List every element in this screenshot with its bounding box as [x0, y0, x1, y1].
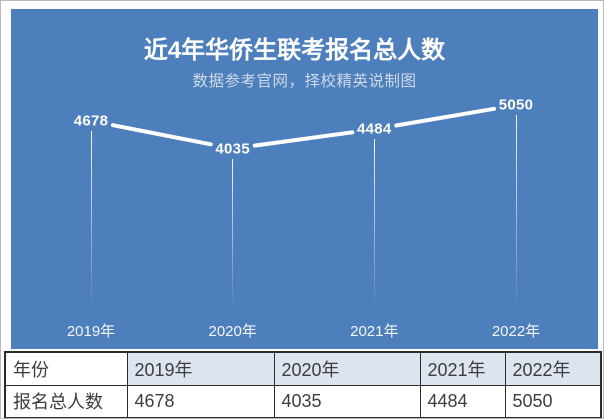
- x-axis-label: 2019年: [66, 323, 116, 340]
- table-cell-2019-value: 4678: [126, 384, 275, 418]
- data-label: 4035: [215, 140, 250, 158]
- data-label: 4678: [73, 112, 109, 130]
- table-header-cell-2022: 2022年: [504, 351, 602, 386]
- chart-area: 近4年华侨生联考报名总人数 数据参考官网，择校精英说制图 4678 2019年 40…: [11, 9, 598, 349]
- table-cell-2022-value: 5050: [504, 384, 602, 418]
- table-header-cell-2021: 2021年: [419, 351, 506, 386]
- table-cell-series-name: 报名总人数: [4, 384, 128, 418]
- x-axis-label: 2020年: [208, 323, 257, 340]
- table-header-cell-label: 年份: [4, 351, 128, 386]
- table-cell-2020-value: 4035: [273, 384, 421, 418]
- table-header-row: 年份 2019年 2020年 2021年 2022年: [4, 351, 602, 386]
- line-segment: [252, 130, 355, 148]
- chart-subtitle: 数据参考官网，择校精英说制图: [192, 73, 417, 90]
- table-header-cell-2020: 2020年: [273, 351, 421, 386]
- drop-line: [515, 115, 517, 303]
- data-table: 年份 2019年 2020年 2021年 2022年 报名总人数 4678 40…: [4, 351, 602, 418]
- plot-layer: 4678 2019年 4035 2020年 4484 2021年 5050 2022年: [11, 9, 598, 349]
- table-header-cell-2019: 2019年: [126, 351, 275, 386]
- chart-title: 近4年华侨生联考报名总人数: [143, 37, 446, 64]
- x-axis-label: 2021年: [350, 323, 399, 340]
- drop-line: [90, 130, 92, 303]
- x-axis-label: 2022年: [491, 323, 541, 340]
- drop-line: [373, 139, 375, 303]
- line-segment: [111, 123, 213, 147]
- table-data-row: 报名总人数 4678 4035 4484 5050: [4, 384, 602, 418]
- line-series: [111, 106, 496, 148]
- drop-line: [232, 158, 234, 303]
- data-label: 5050: [498, 96, 534, 114]
- line-segment: [394, 106, 496, 128]
- table-cell-2021-value: 4484: [419, 384, 506, 418]
- data-label: 4484: [357, 120, 392, 138]
